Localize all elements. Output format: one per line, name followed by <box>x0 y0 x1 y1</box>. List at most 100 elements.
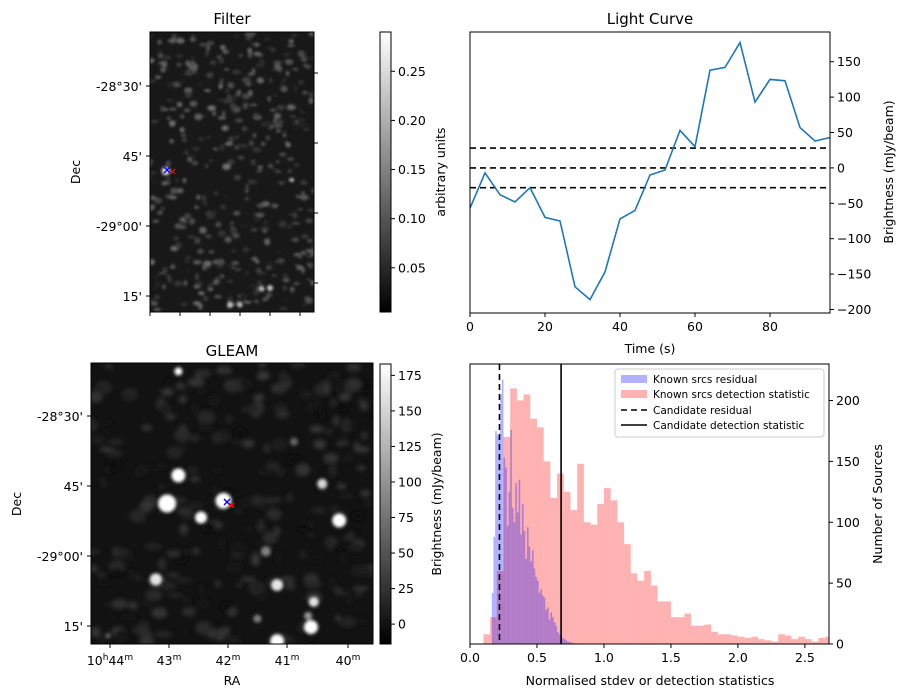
gleam-noise-blob <box>210 624 225 629</box>
filter-noise-blob <box>300 56 308 62</box>
detection-bar <box>899 642 906 644</box>
detection-bar <box>791 639 799 644</box>
detection-bar <box>644 570 651 644</box>
filter-noise-blob <box>176 101 183 108</box>
filter-noise-blob <box>172 81 181 88</box>
gleam-noise-blob <box>159 581 177 591</box>
filter-noise-blob <box>214 275 223 280</box>
filter-noise-blob <box>273 93 278 97</box>
filter-marker-catalog <box>163 166 171 174</box>
filter-noise-blob <box>192 71 198 74</box>
filter-noise-blob <box>276 129 281 133</box>
gleam-noise-blob <box>250 552 261 567</box>
gleam-noise-blob <box>178 442 187 448</box>
filter-noise-blob <box>298 80 304 85</box>
y-tick-label: 200 <box>836 393 860 408</box>
gleam-noise-blob <box>338 616 357 628</box>
gleam-noise-blob <box>347 531 355 541</box>
filter-noise-blob <box>308 91 314 99</box>
gleam-noise-blob <box>141 424 153 432</box>
gleam-colorbar: 0 25 50 75 100 125 150 175 Brightness (mJy/beam… <box>379 363 444 645</box>
filter-noise-blob <box>254 299 260 304</box>
filter-dec-tick-4: 15' <box>123 289 142 304</box>
filter-noise-blob <box>202 295 209 302</box>
colorbar-tick-label: 0.15 <box>398 162 426 177</box>
filter-noise-blob <box>232 233 240 239</box>
gleam-source <box>290 437 298 446</box>
filter-noise-blob <box>256 169 263 172</box>
filter-noise-blob <box>174 223 183 230</box>
filter-noise-blob <box>307 239 313 243</box>
detection-bar <box>845 642 852 644</box>
gleam-noise-blob <box>139 500 153 513</box>
gleam-noise-blob <box>166 445 183 460</box>
filter-noise-blob <box>230 102 236 110</box>
filter-noise-blob <box>304 123 309 129</box>
gleam-noise-blob <box>265 461 280 472</box>
residual-bar <box>543 597 546 644</box>
residual-bar <box>536 580 539 644</box>
gleam-noise-blob <box>160 388 174 396</box>
colorbar-tick-label: 50 <box>398 546 414 561</box>
residual-bar <box>552 617 554 644</box>
filter-noise-blob <box>182 137 187 143</box>
gleam-noise-blob <box>299 390 313 400</box>
gleam-noise-blob <box>309 581 323 586</box>
filter-noise-blob <box>286 104 296 111</box>
filter-noise-blob <box>290 286 295 293</box>
filter-noise-blob <box>240 292 248 300</box>
filter-colorbar: 0.05 0.10 0.15 0.20 0.25 arbitrary units <box>379 31 448 313</box>
gleam-noise-blob <box>129 509 146 523</box>
gleam-noise-blob <box>128 601 139 610</box>
gleam-noise-blob <box>132 626 140 634</box>
gleam-noise-blob <box>343 423 359 428</box>
filter-colorbar-ticks: 0.05 0.10 0.15 0.20 0.25 <box>391 64 426 275</box>
filter-noise-blob <box>297 117 306 122</box>
filter-noise-blob <box>208 283 213 286</box>
filter-noise-blob <box>250 228 258 232</box>
detection-bar <box>737 636 745 644</box>
filter-noise-blob <box>290 34 298 37</box>
filter-noise-blob <box>196 194 201 200</box>
gleam-noise-blob <box>334 586 342 596</box>
filter-ylabel: Dec <box>68 160 83 184</box>
filter-noise-blob <box>298 255 302 259</box>
colorbar-tick-label: 175 <box>398 368 422 383</box>
filter-noise-blob <box>210 60 217 65</box>
filter-noise-blob <box>225 141 233 146</box>
gleam-source <box>332 513 347 528</box>
filter-noise-blob <box>202 265 206 271</box>
gleam-noise-blob <box>323 452 339 464</box>
gleam-source <box>195 511 207 524</box>
filter-noise-blob <box>289 213 294 216</box>
filter-noise-blob <box>285 226 293 230</box>
gleam-noise-blob <box>211 468 222 474</box>
gleam-noise-blob <box>266 508 282 521</box>
gleam-noise-blob <box>98 420 113 426</box>
gleam-noise-blob <box>354 592 364 598</box>
filter-noise-blob <box>250 284 255 288</box>
gleam-noise-blob <box>247 581 266 595</box>
histogram-plot-area <box>483 364 906 644</box>
residual-bar <box>545 609 548 644</box>
gleam-noise-blob <box>275 467 286 478</box>
detection-bar <box>490 617 497 644</box>
filter-noise-blob <box>305 249 314 252</box>
legend-label-detection: Known srcs detection statistic <box>653 389 810 401</box>
detection-bar <box>784 635 792 644</box>
filter-noise-blob <box>265 292 273 297</box>
residual-bar <box>523 530 526 644</box>
detection-bar <box>764 640 772 644</box>
gleam-noise-blob <box>187 466 199 474</box>
filter-noise-blob <box>172 34 176 40</box>
gleam-source <box>304 620 318 635</box>
filter-noise-blob <box>205 50 209 56</box>
filter-noise-blob <box>206 40 214 46</box>
residual-bar <box>491 592 494 644</box>
filter-noise-blob <box>291 237 300 242</box>
filter-noise-blob <box>170 187 178 195</box>
filter-noise-blob <box>253 51 261 56</box>
gleam-noise-blob <box>139 636 155 644</box>
detection-bar <box>630 573 638 644</box>
filter-noise-blob <box>218 230 226 237</box>
